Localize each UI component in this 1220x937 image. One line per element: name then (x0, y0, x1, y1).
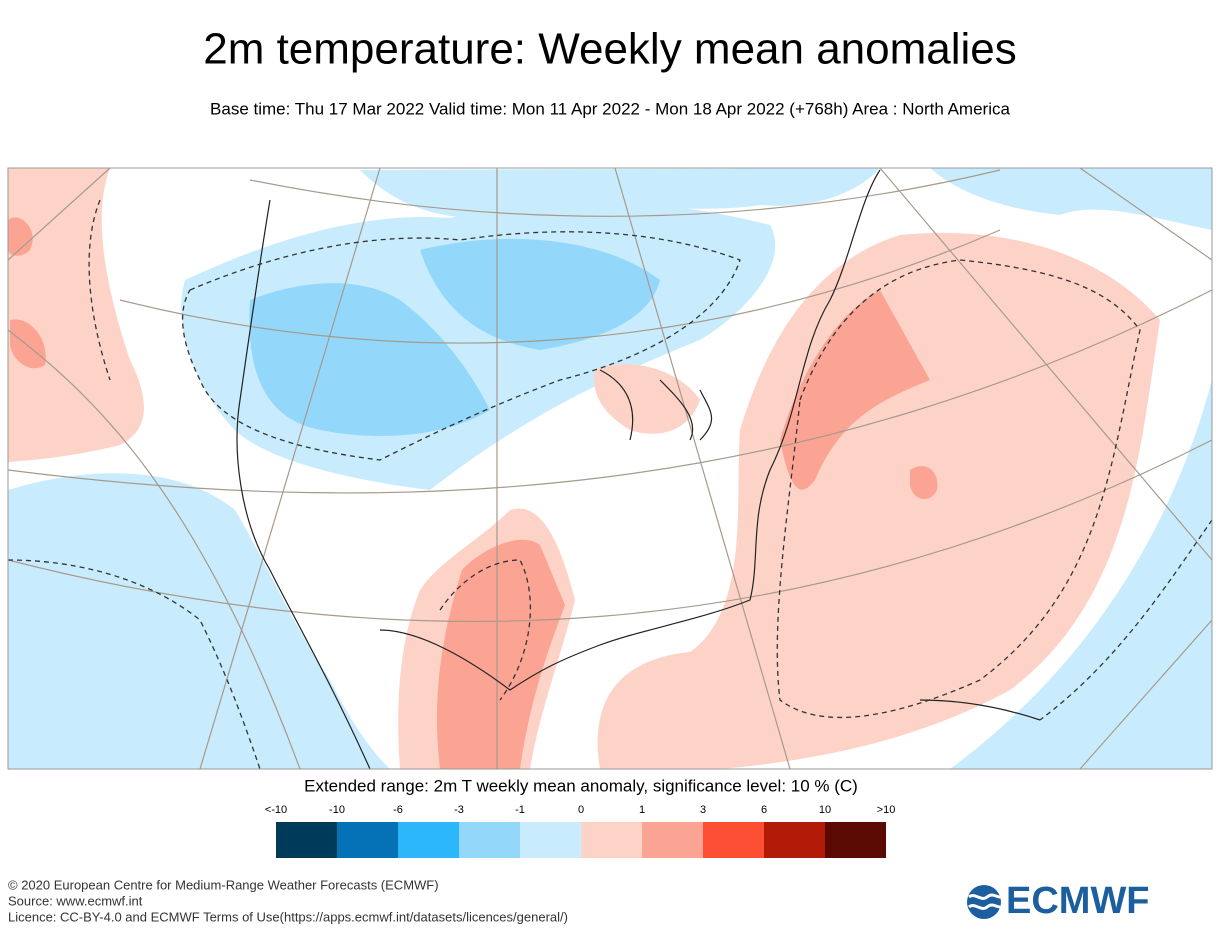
footer-line: Source: www.ecmwf.int (8, 893, 143, 908)
warm-region (597, 232, 1160, 769)
footer-line: © 2020 European Centre for Medium-Range … (8, 877, 439, 892)
cool-region (950, 380, 1212, 769)
warm-core (780, 290, 938, 500)
legend-swatch (764, 822, 825, 858)
warm-region (8, 168, 144, 462)
significance-contour (8, 199, 1212, 769)
legend-tick-label: 0 (578, 804, 584, 816)
legend: <-10 -10 -6 -3 -1 0 1 3 6 10 >10 (265, 804, 896, 858)
legend-swatch (398, 822, 459, 858)
logo-waves (968, 893, 1002, 910)
legend-tick-label: >10 (877, 804, 896, 816)
warm-region (594, 364, 700, 434)
legend-swatch (581, 822, 642, 858)
logo: ECMWF (967, 880, 1150, 922)
cool-region (8, 473, 390, 769)
footer-line: Licence: CC-BY-4.0 and ECMWF Terms of Us… (8, 909, 568, 924)
logo-text: ECMWF (1006, 880, 1150, 922)
coastline (236, 169, 1041, 769)
map-frame (7, 167, 1213, 770)
legend-swatch (276, 822, 337, 858)
legend-swatch (337, 822, 398, 858)
legend-title: Extended range: 2m T weekly mean anomaly… (304, 776, 858, 795)
subtitle: Base time: Thu 17 Mar 2022 Valid time: M… (210, 99, 1010, 118)
legend-tick-label: -6 (393, 804, 403, 816)
warm-core (436, 539, 565, 769)
legend-swatch (703, 822, 764, 858)
legend-tick-label: -1 (515, 804, 525, 816)
cool-core (249, 238, 660, 436)
legend-tick-label: 6 (761, 804, 767, 816)
map (7, 167, 1213, 770)
logo-icon (967, 885, 1001, 919)
legend-tick-label: <-10 (265, 804, 287, 816)
legend-swatch (520, 822, 581, 858)
legend-tick-label: -3 (454, 804, 464, 816)
warm-core (8, 217, 46, 369)
legend-tick-label: -10 (329, 804, 345, 816)
legend-tick-label: 3 (700, 804, 706, 816)
legend-swatch (825, 822, 886, 858)
legend-swatch (459, 822, 520, 858)
legend-swatch (642, 822, 703, 858)
title: 2m temperature: Weekly mean anomalies (203, 25, 1017, 74)
graticule (8, 168, 1212, 769)
cool-region (360, 168, 1212, 230)
legend-tick-label: 10 (819, 804, 831, 816)
legend-tick-label: 1 (639, 804, 645, 816)
